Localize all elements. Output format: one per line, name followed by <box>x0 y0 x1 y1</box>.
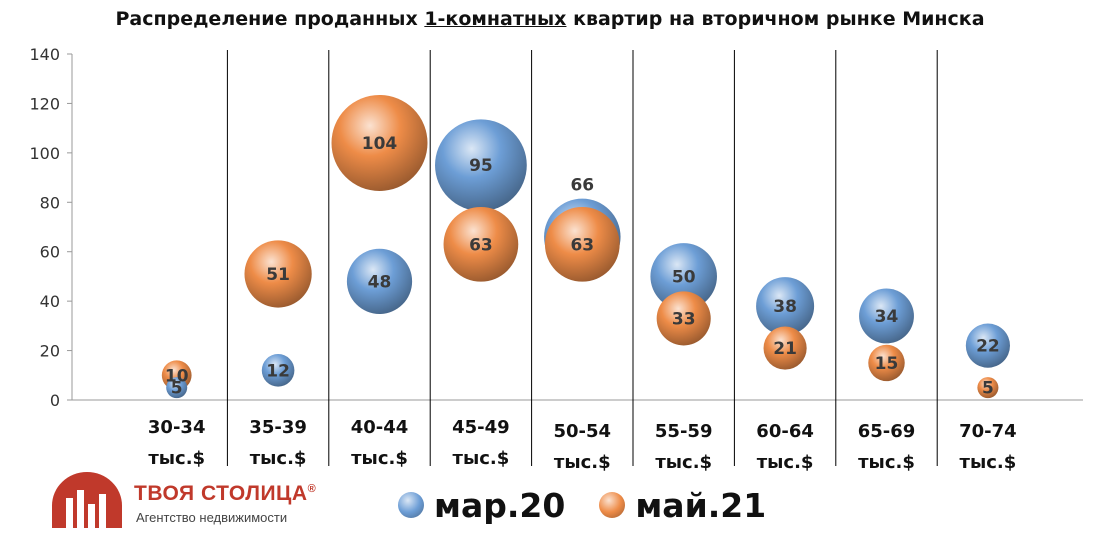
legend-item-may21: май.21 <box>599 486 766 525</box>
x-category-label: 70-74 <box>959 421 1017 442</box>
logo-registered-mark: ® <box>307 483 317 495</box>
data-label-mar20: 66 <box>570 176 594 196</box>
y-tick-label: 120 <box>29 94 60 113</box>
data-label-mar20: 34 <box>875 307 899 327</box>
category-labels: 30-34 тыс.$ 35-39 тыс.$ 40-44 тыс.$ 45-49 тыс.$… <box>148 417 1017 472</box>
bubble-may21 <box>656 291 711 346</box>
chart-title-underlined: 1-комнатных <box>424 8 567 30</box>
data-label-may21: 15 <box>875 354 899 374</box>
chart-legend: мар.20 май.21 <box>398 480 800 530</box>
data-label-may21: 33 <box>672 309 696 329</box>
bubble-may21 <box>443 206 519 282</box>
x-category-label: тыс.$ <box>148 448 205 469</box>
y-tick-label: 60 <box>40 243 60 262</box>
x-category-label: тыс.$ <box>351 448 408 469</box>
bubble-may21 <box>244 240 312 308</box>
data-label-mar20: 12 <box>266 361 290 381</box>
x-category-label: 55-59 <box>655 421 713 442</box>
bubble-may21 <box>977 377 999 399</box>
bubble-mar20 <box>261 354 295 387</box>
x-category-label: тыс.$ <box>250 448 307 469</box>
x-category-label: тыс.$ <box>453 448 510 469</box>
bubble-mar20 <box>166 377 188 399</box>
x-category-label: тыс.$ <box>655 452 712 472</box>
data-label-may21: 51 <box>266 265 290 285</box>
chart-axes: 0 20 40 60 80 100 120 140 <box>29 45 1083 410</box>
logo-mark-icon <box>52 472 122 528</box>
data-label-mar20: 38 <box>773 297 797 317</box>
data-label-mar20: 5 <box>171 379 183 399</box>
data-label-may21: 63 <box>469 235 493 255</box>
data-label-may21: 5 <box>982 379 994 399</box>
bubble-may21 <box>331 94 428 191</box>
bubble-chart: 0 20 40 60 80 100 120 140 104 95 66 63 63 51 50 48 38 34… <box>29 45 1083 472</box>
legend-item-mar20: мар.20 <box>398 486 565 525</box>
bubble-mar20 <box>650 243 717 310</box>
chart-title: Распределение проданных 1-комнатных квар… <box>0 8 1100 30</box>
data-label-mar20: 48 <box>368 272 392 292</box>
x-category-label: 35-39 <box>249 417 307 438</box>
y-tick-label: 20 <box>40 342 60 361</box>
data-label-mar20: 22 <box>976 337 1000 357</box>
data-label-may21: 10 <box>165 366 189 386</box>
bubble-mar20 <box>346 248 413 314</box>
agency-logo: ТВОЯ СТОЛИЦА® Агентство недвижимости <box>52 472 372 530</box>
logo-name-text: ТВОЯ СТОЛИЦА <box>134 482 308 505</box>
bubble-mar20 <box>756 277 815 336</box>
data-label-mar20: 50 <box>672 267 696 287</box>
category-separators <box>226 50 938 466</box>
data-label-may21: 63 <box>570 235 594 255</box>
data-label-may21: 104 <box>362 134 398 154</box>
bubble-mar20 <box>859 288 914 344</box>
legend-swatch-mar20 <box>398 492 424 518</box>
x-category-label: 65-69 <box>858 421 916 442</box>
logo-tagline: Агентство недвижимости <box>136 510 288 525</box>
x-category-label: 30-34 <box>148 417 206 438</box>
data-label-mar20: 95 <box>469 156 493 176</box>
legend-swatch-may21 <box>599 492 626 518</box>
x-category-label: тыс.$ <box>757 452 814 472</box>
x-category-label: 45-49 <box>452 417 510 438</box>
legend-label-mar20: мар.20 <box>434 485 566 525</box>
chart-title-suffix: квартир на вторичном рынке Минска <box>566 8 985 30</box>
y-tick-label: 40 <box>40 292 60 311</box>
bubble-mar20 <box>435 119 527 212</box>
bubble-mar20 <box>965 323 1010 368</box>
y-tick-label: 140 <box>29 45 60 64</box>
x-category-label: 50-54 <box>554 421 612 442</box>
bubble-may21 <box>544 206 620 282</box>
x-category-label: 60-64 <box>756 421 814 442</box>
y-tick-label: 0 <box>50 391 60 410</box>
data-label-may21: 21 <box>773 339 797 359</box>
x-category-label: 40-44 <box>351 417 409 438</box>
logo-name: ТВОЯ СТОЛИЦА® <box>134 482 316 506</box>
y-tick-label: 100 <box>29 144 60 163</box>
x-category-label: тыс.$ <box>858 452 915 472</box>
x-category-label: тыс.$ <box>554 452 611 472</box>
x-category-label: тыс.$ <box>960 452 1017 472</box>
chart-title-prefix: Распределение проданных <box>115 8 425 30</box>
bubble-may21 <box>763 326 807 370</box>
legend-label-may21: май.21 <box>635 485 767 525</box>
bubble-may21 <box>868 344 905 382</box>
y-tick-label: 80 <box>40 193 60 212</box>
